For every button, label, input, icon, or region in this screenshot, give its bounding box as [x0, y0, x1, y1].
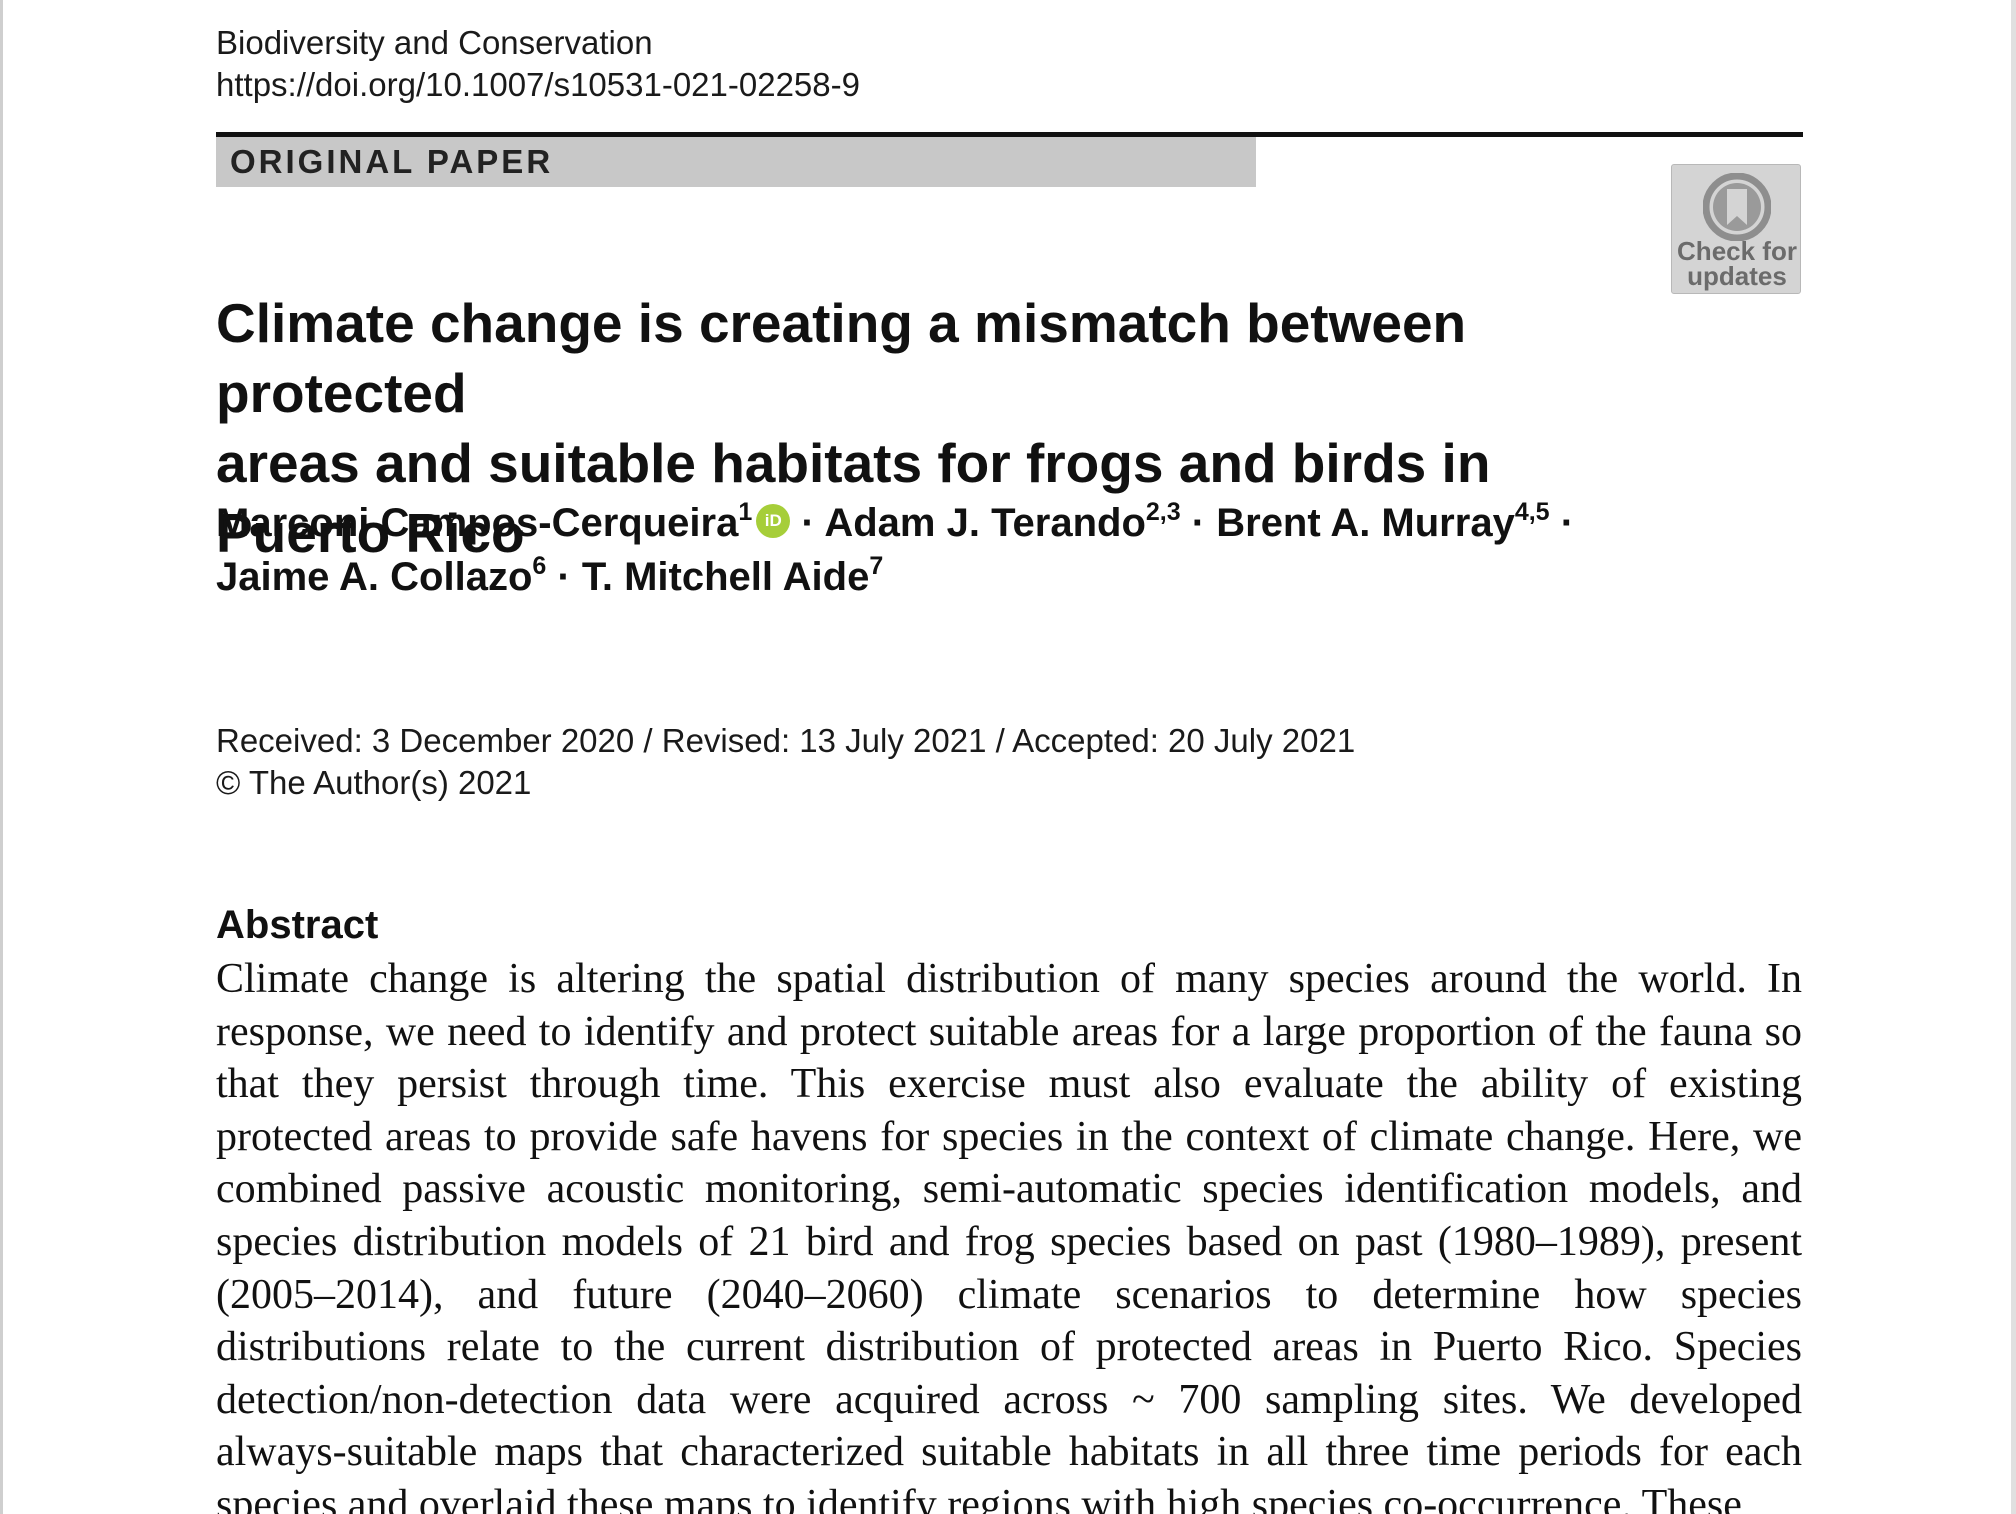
author-affiliation: 4,5: [1514, 498, 1550, 526]
author-name[interactable]: T. Mitchell Aide: [581, 555, 870, 599]
badge-label-line2: updates: [1687, 261, 1787, 291]
author-separator: ·: [1560, 501, 1575, 545]
article-type-label: ORIGINAL PAPER: [230, 143, 554, 180]
doi-link[interactable]: https://doi.org/10.1007/s10531-021-02258…: [216, 66, 860, 103]
author-separator: ·: [1191, 501, 1206, 545]
title-line-2: areas and suitable habitats for frogs an…: [216, 432, 1491, 564]
author-affiliation: 6: [532, 552, 547, 580]
check-for-updates-badge[interactable]: Check for updates: [1671, 164, 1801, 294]
author-affiliation: 7: [869, 552, 884, 580]
abstract-text: Climate change is altering the spatial d…: [216, 956, 1802, 1514]
journal-name: Biodiversity and Conservation: [216, 24, 653, 61]
author-separator: ·: [557, 555, 571, 599]
page-right-edge: [2011, 0, 2016, 1514]
page-left-edge: [0, 0, 3, 1514]
badge-label: Check for updates: [1672, 236, 1802, 291]
article-type-band: [216, 137, 1256, 187]
author-name[interactable]: Adam J. Terando: [824, 501, 1146, 545]
orcid-icon[interactable]: iD: [756, 504, 791, 538]
author-list: Marconi Campos-Cerqueira1 iD · Adam J. Te…: [216, 496, 1816, 604]
abstract-heading: Abstract: [216, 903, 379, 947]
author-name[interactable]: Jaime A. Collazo: [216, 555, 533, 599]
author-name[interactable]: Brent A. Murray: [1216, 501, 1515, 545]
title-line-1: Climate change is creating a mismatch be…: [216, 292, 1467, 424]
bookmark-icon: [1703, 173, 1771, 241]
badge-label-line1: Check for: [1677, 236, 1797, 266]
publication-dates: Received: 3 December 2020 / Revised: 13 …: [216, 722, 1356, 759]
copyright-notice: © The Author(s) 2021: [216, 764, 532, 801]
author-affiliation: 2,3: [1145, 498, 1181, 526]
author-separator: ·: [801, 501, 815, 545]
author-name[interactable]: Marconi Campos-Cerqueira: [216, 501, 739, 545]
article-title: Climate change is creating a mismatch be…: [216, 288, 1676, 568]
author-affiliation: 1: [738, 498, 753, 526]
header-rule: [216, 132, 1803, 137]
